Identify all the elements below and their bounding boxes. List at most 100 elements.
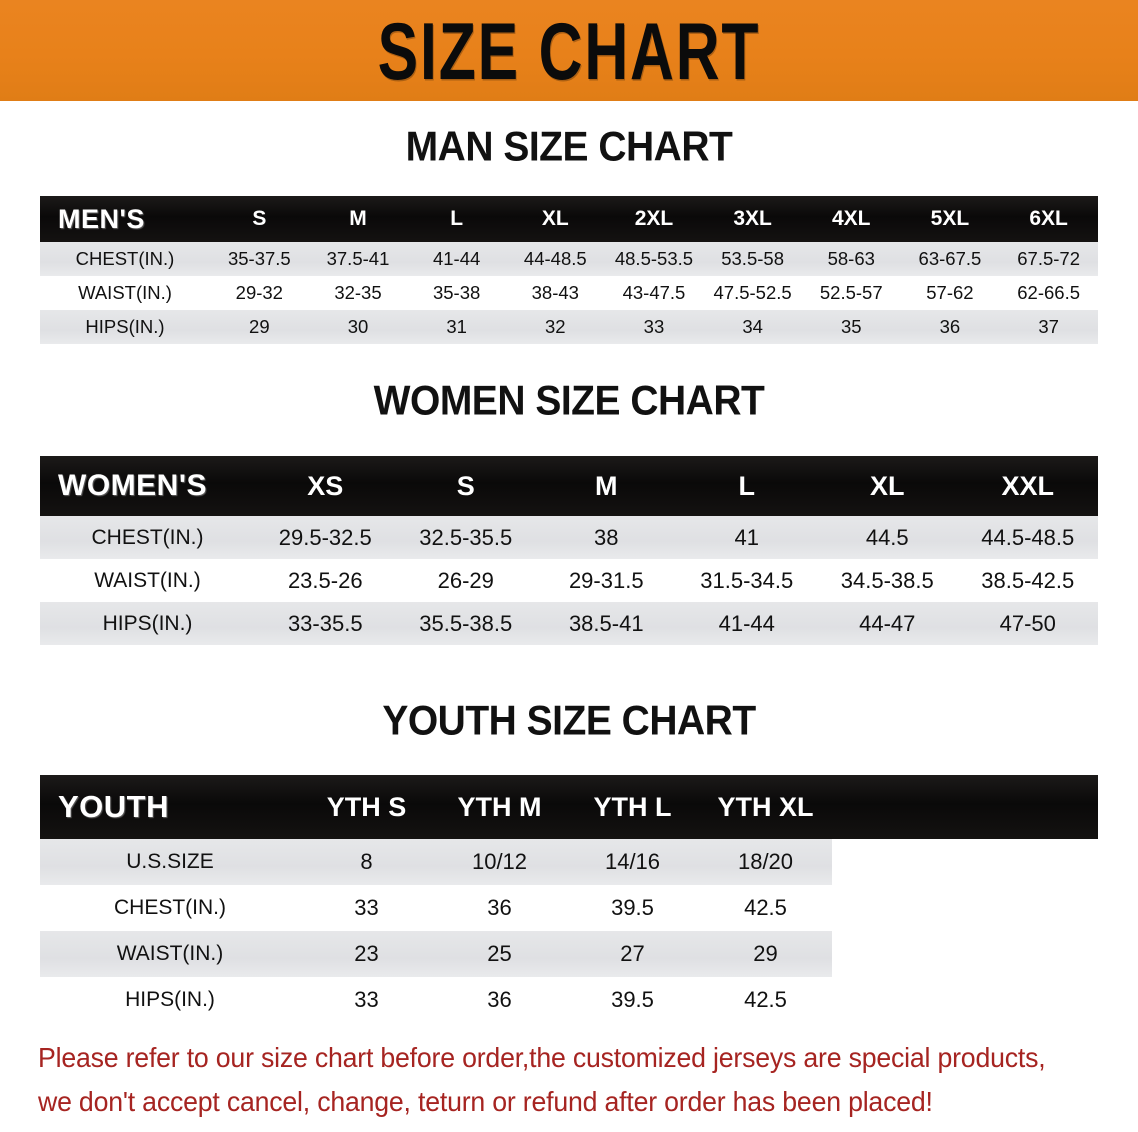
men-hips-s: 29 [210, 310, 309, 344]
footer-note-line-1: Please refer to our size chart before or… [38, 1042, 1046, 1073]
men-row-label-hips: HIPS(IN.) [40, 310, 210, 344]
men-waist-6xl: 62-66.5 [999, 276, 1098, 310]
men-row-label-chest: CHEST(IN.) [40, 242, 210, 276]
youth-ussize-yth-xl: 18/20 [699, 839, 832, 885]
table-row: CHEST(IN.) 35-37.5 37.5-41 41-44 44-48.5… [40, 242, 1098, 276]
women-header-label: WOMEN'S [40, 456, 255, 516]
youth-row-label-waist: WAIST(IN.) [40, 931, 300, 977]
youth-hips-yth-s: 33 [300, 977, 433, 1023]
men-hips-4xl: 35 [801, 310, 901, 344]
youth-chest-yth-l: 39.5 [566, 885, 699, 931]
men-chest-5xl: 63-67.5 [900, 242, 1000, 276]
men-header-s: S [210, 196, 309, 242]
men-hips-xl: 32 [505, 310, 605, 344]
women-hips-l: 41-44 [676, 602, 817, 645]
table-header-row: WOMEN'S XS S M L XL XXL [40, 456, 1098, 516]
youth-hips-yth-xl: 42.5 [699, 977, 832, 1023]
men-waist-m: 32-35 [308, 276, 408, 310]
men-waist-3xl: 47.5-52.5 [703, 276, 802, 310]
youth-waist-spacer-1 [832, 931, 965, 977]
women-chest-l: 41 [676, 516, 817, 559]
men-header-3xl: 3XL [703, 196, 802, 242]
women-row-label-hips: HIPS(IN.) [40, 602, 255, 645]
youth-header-yth-xl: YTH XL [699, 775, 832, 839]
women-size-table: WOMEN'S XS S M L XL XXL CHEST(IN.) 29.5-… [40, 456, 1098, 645]
women-row-label-waist: WAIST(IN.) [40, 559, 255, 602]
women-chest-m: 38 [536, 516, 677, 559]
women-chest-xl: 44.5 [817, 516, 958, 559]
women-header-xs: XS [255, 456, 396, 516]
men-waist-5xl: 57-62 [900, 276, 1000, 310]
youth-header-spacer-2 [965, 775, 1098, 839]
men-chest-6xl: 67.5-72 [999, 242, 1098, 276]
men-hips-m: 30 [308, 310, 408, 344]
women-hips-s: 35.5-38.5 [395, 602, 536, 645]
youth-waist-yth-xl: 29 [699, 931, 832, 977]
youth-chest-spacer-2 [965, 885, 1098, 931]
men-header-label: MEN'S [40, 196, 210, 242]
women-hips-xl: 44-47 [817, 602, 958, 645]
men-chest-2xl: 48.5-53.5 [604, 242, 704, 276]
women-waist-xs: 23.5-26 [255, 559, 396, 602]
youth-header-yth-l: YTH L [566, 775, 699, 839]
men-hips-6xl: 37 [999, 310, 1098, 344]
youth-waist-yth-s: 23 [300, 931, 433, 977]
table-row: HIPS(IN.) 33 36 39.5 42.5 [40, 977, 1098, 1023]
page-title: SIZE CHART [377, 5, 761, 96]
youth-chest-spacer-1 [832, 885, 965, 931]
men-header-5xl: 5XL [900, 196, 1000, 242]
men-hips-l: 31 [407, 310, 506, 344]
women-waist-xl: 34.5-38.5 [817, 559, 958, 602]
women-waist-s: 26-29 [395, 559, 536, 602]
page-banner: SIZE CHART [0, 0, 1138, 101]
men-header-4xl: 4XL [801, 196, 901, 242]
youth-row-label-hips: HIPS(IN.) [40, 977, 300, 1023]
women-header-xxl: XXL [957, 456, 1098, 516]
women-header-xl: XL [817, 456, 958, 516]
youth-header-label: YOUTH [40, 775, 300, 839]
men-chest-4xl: 58-63 [801, 242, 901, 276]
men-row-label-waist: WAIST(IN.) [40, 276, 210, 310]
women-chest-xs: 29.5-32.5 [255, 516, 396, 559]
youth-ussize-spacer-2 [965, 839, 1098, 885]
women-row-label-chest: CHEST(IN.) [40, 516, 255, 559]
men-chest-l: 41-44 [407, 242, 506, 276]
women-header-l: L [676, 456, 817, 516]
youth-hips-spacer-2 [965, 977, 1098, 1023]
women-header-s: S [395, 456, 536, 516]
table-row: U.S.SIZE 8 10/12 14/16 18/20 [40, 839, 1098, 885]
youth-chest-yth-xl: 42.5 [699, 885, 832, 931]
youth-waist-yth-m: 25 [433, 931, 566, 977]
men-size-table: MEN'S S M L XL 2XL 3XL 4XL 5XL 6XL CHEST… [40, 196, 1098, 344]
women-waist-m: 29-31.5 [536, 559, 677, 602]
youth-chest-yth-s: 33 [300, 885, 433, 931]
women-hips-m: 38.5-41 [536, 602, 677, 645]
men-header-m: M [308, 196, 408, 242]
table-row: HIPS(IN.) 29 30 31 32 33 34 35 36 37 [40, 310, 1098, 344]
section-title-youth: YOUTH SIZE CHART [382, 698, 756, 745]
men-header-6xl: 6XL [999, 196, 1098, 242]
youth-header-yth-s: YTH S [300, 775, 433, 839]
table-row: WAIST(IN.) 23 25 27 29 [40, 931, 1098, 977]
youth-ussize-yth-l: 14/16 [566, 839, 699, 885]
men-waist-l: 35-38 [407, 276, 506, 310]
youth-hips-yth-m: 36 [433, 977, 566, 1023]
youth-chest-yth-m: 36 [433, 885, 566, 931]
women-waist-xxl: 38.5-42.5 [957, 559, 1098, 602]
men-waist-4xl: 52.5-57 [801, 276, 901, 310]
table-header-row: MEN'S S M L XL 2XL 3XL 4XL 5XL 6XL [40, 196, 1098, 242]
section-title-women: WOMEN SIZE CHART [373, 378, 765, 425]
women-header-m: M [536, 456, 677, 516]
youth-header-yth-m: YTH M [433, 775, 566, 839]
youth-hips-spacer-1 [832, 977, 965, 1023]
women-hips-xs: 33-35.5 [255, 602, 396, 645]
men-waist-xl: 38-43 [505, 276, 605, 310]
men-chest-s: 35-37.5 [210, 242, 309, 276]
table-row: CHEST(IN.) 29.5-32.5 32.5-35.5 38 41 44.… [40, 516, 1098, 559]
youth-header-spacer-1 [832, 775, 965, 839]
women-hips-xxl: 47-50 [957, 602, 1098, 645]
women-chest-xxl: 44.5-48.5 [957, 516, 1098, 559]
men-chest-xl: 44-48.5 [505, 242, 605, 276]
women-waist-l: 31.5-34.5 [676, 559, 817, 602]
men-chest-3xl: 53.5-58 [703, 242, 802, 276]
